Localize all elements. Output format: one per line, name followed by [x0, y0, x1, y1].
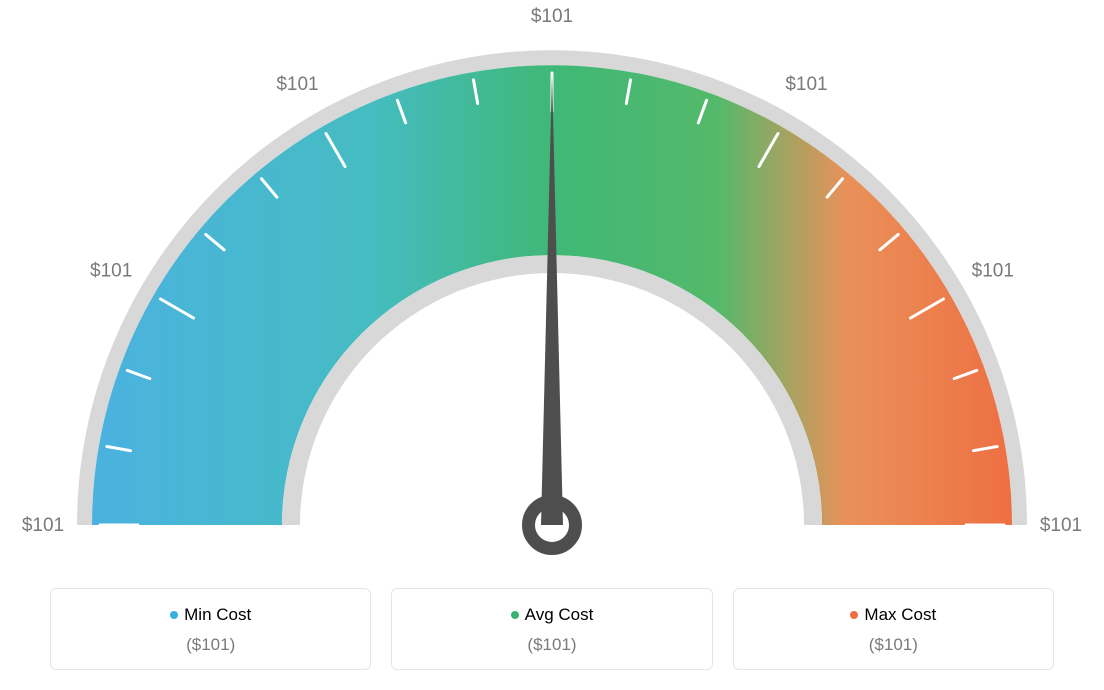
svg-text:$101: $101	[1040, 515, 1082, 536]
legend-text: Min Cost	[184, 605, 251, 624]
legend-avg: Avg Cost ($101)	[391, 588, 712, 670]
svg-text:$101: $101	[531, 6, 573, 27]
legend-value: ($101)	[744, 635, 1043, 655]
dot-icon	[511, 611, 519, 619]
svg-text:$101: $101	[276, 74, 318, 95]
legend-value: ($101)	[402, 635, 701, 655]
legend-value: ($101)	[61, 635, 360, 655]
svg-text:$101: $101	[785, 74, 827, 95]
svg-text:$101: $101	[972, 261, 1014, 282]
dot-icon	[170, 611, 178, 619]
legend: Min Cost ($101) Avg Cost ($101) Max Cost…	[50, 588, 1054, 670]
legend-text: Max Cost	[864, 605, 936, 624]
gauge-chart: $101 $101 $101 $101 $101 $101 $101	[0, 0, 1104, 575]
legend-min: Min Cost ($101)	[50, 588, 371, 670]
legend-text: Avg Cost	[525, 605, 594, 624]
svg-text:$101: $101	[90, 261, 132, 282]
legend-max: Max Cost ($101)	[733, 588, 1054, 670]
svg-text:$101: $101	[22, 515, 64, 536]
legend-label: Avg Cost	[402, 605, 701, 625]
legend-label: Max Cost	[744, 605, 1043, 625]
dot-icon	[850, 611, 858, 619]
legend-label: Min Cost	[61, 605, 360, 625]
